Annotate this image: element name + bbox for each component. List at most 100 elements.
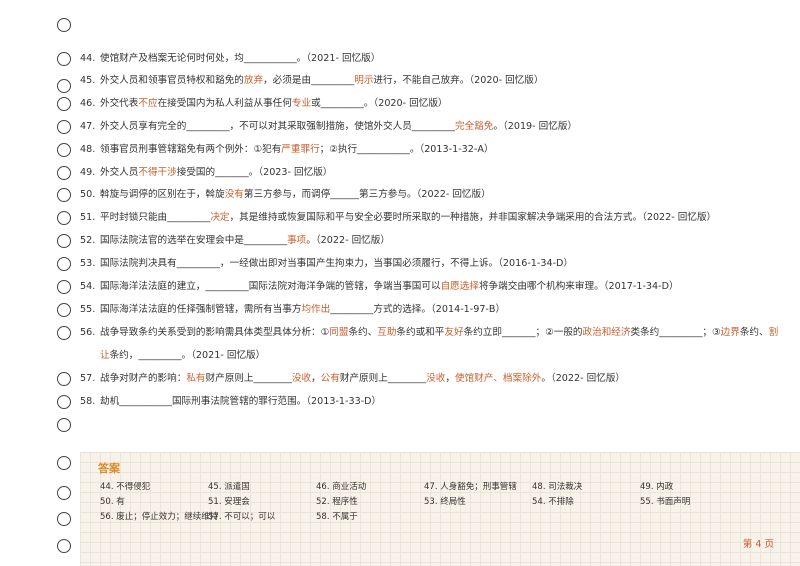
question-text: ， <box>445 373 455 384</box>
answer-item: 49. 内政 <box>640 482 674 492</box>
answer-item: 46. 商业活动 <box>316 482 367 492</box>
question-text: 。（2019- 回忆版） <box>493 121 578 132</box>
question-number: 45. <box>80 75 96 86</box>
answer-item: 50. 有 <box>100 497 125 507</box>
question-text: 外交人员享有完全的_________，不可以对其采取强制措施，使馆外交人员___… <box>100 121 455 132</box>
answer-item: 51. 安理会 <box>208 497 250 507</box>
question-text: 没收 <box>426 373 446 384</box>
radio-circle <box>57 512 71 526</box>
question: 53. 国际法院判决具有_________，一经做出即对当事国产生拘束力，当事国必… <box>80 252 780 275</box>
question-text: 同盟 <box>329 327 349 338</box>
question-text: _________方式的选择。（2014-1-97-B） <box>330 304 506 315</box>
question: 50. 斡旋与调停的区别在于，斡旋没有第三方参与，而调停______第三方参与。（… <box>80 183 780 206</box>
answer-item: 47. 人身豁免；刑事管辖 <box>424 482 517 492</box>
answer-item: 44. 不得侵犯 <box>100 482 151 492</box>
question-text: ；②执行___________。（2013-1-32-A） <box>319 144 494 155</box>
question-text: 劫机___________国际刑事法院管辖的罪行范围。（2013-1-33-D） <box>100 396 382 407</box>
answer-title: 答案 <box>98 462 120 475</box>
question: 46. 外交代表不应在接受国内为私人利益从事任何专业或_________。（202… <box>80 92 780 115</box>
question: 44. 使馆财产及档案无论何时何处，均___________。（2021- 回忆版… <box>80 47 780 70</box>
answer-item: 48. 司法裁决 <box>532 482 583 492</box>
question-text: 完全豁免 <box>454 121 494 132</box>
question-text: 不得干涉 <box>138 167 177 178</box>
question-number: 54. <box>80 281 96 292</box>
question-text: 使馆财产、档案除外 <box>454 373 542 384</box>
question: 52. 国际法院法官的选举在安理会中是_________事项。（2022- 回忆版… <box>80 229 780 252</box>
question-text: 割让 <box>100 327 779 361</box>
question-text: 国际海洋法法庭的建立，_________国际法院对海洋争端的管辖，争端当事国可以 <box>100 281 441 292</box>
question-text: 条约、 <box>348 327 378 338</box>
question-text: 进行，不能自己放弃。（2020- 回忆版） <box>373 75 544 86</box>
question-text: 外交代表 <box>100 98 139 109</box>
question-text: 战争对财产的影响： <box>100 373 187 384</box>
question-number: 46. <box>80 98 96 109</box>
question-text: 互助 <box>377 327 397 338</box>
answer-item: 56. 废止；停止效力；继续维持 <box>100 512 219 522</box>
question-text: 外交人员和领事官员特权和豁免的 <box>100 75 244 86</box>
answer-item: 54. 不排除 <box>532 497 574 507</box>
question-text: 明示 <box>354 75 374 86</box>
question-text: 使馆财产及档案无论何时何处，均___________。（2021- 回忆版） <box>100 53 381 64</box>
radio-circle <box>57 120 71 134</box>
question: 58. 劫机___________国际刑事法院管辖的罪行范围。（2013-1-33… <box>80 390 780 413</box>
question-number: 56. <box>80 327 96 338</box>
question-text: 第三方参与，而调停______第三方参与。（2022- 回忆版） <box>243 189 491 200</box>
question-text: 条约立即_______；②一般的 <box>463 327 583 338</box>
radio-circle <box>57 52 71 66</box>
question-text: 事项 <box>287 235 307 246</box>
radio-circle <box>57 79 71 93</box>
radio-circle <box>57 280 71 294</box>
radio-circle <box>57 539 71 553</box>
question-text: 边界 <box>720 327 740 338</box>
question-text: 平时封锁只能由_________ <box>100 212 211 223</box>
question-number: 57. <box>80 373 96 384</box>
question-text: 财产原则上________ <box>205 373 292 384</box>
radio-circle <box>57 418 71 432</box>
question-number: 55. <box>80 304 96 315</box>
question-number: 50. <box>80 189 96 200</box>
radio-circle <box>57 166 71 180</box>
radio-circle <box>57 188 71 202</box>
question: 56. 战争导致条约关系受到的影响需具体类型具体分析：①同盟条约、互助条约或和平友… <box>80 321 780 367</box>
question-text: 决定 <box>210 212 230 223</box>
question-text: 政治和经济 <box>582 327 631 338</box>
question-number: 44. <box>80 53 96 64</box>
question-text: 没收 <box>291 373 312 384</box>
question: 55. 国际海洋法法庭的任择强制管辖，需所有当事方均作出_________方式的选… <box>80 298 780 321</box>
radio-circle <box>57 97 71 111</box>
question-number: 48. <box>80 144 96 155</box>
answer-item: 53. 终局性 <box>424 497 466 507</box>
question-text: 放弃 <box>243 75 264 86</box>
radio-circle <box>57 257 71 271</box>
answer-box: 答案 44. 不得侵犯 45. 派遣国 46. 商业活动 47. 人身豁免；刑事管辖 4… <box>80 452 800 566</box>
question-text: 严重罪行 <box>281 144 320 155</box>
question-number: 47. <box>80 121 96 132</box>
question-text: ， <box>311 373 321 384</box>
question-text: 没有 <box>224 189 244 200</box>
question-text: 专业 <box>291 98 312 109</box>
answer-item: 58. 不属于 <box>316 512 358 522</box>
question: 49. 外交人员不得干涉接受国的_______。（2023- 回忆版） <box>80 161 780 184</box>
question-number: 49. <box>80 167 96 178</box>
page-number: 第 4 页 <box>742 539 774 550</box>
question-text: 自愿选择 <box>440 281 479 292</box>
question-number: 58. <box>80 396 96 407</box>
question: 48. 领事官员刑事管辖豁免有两个例外：①犯有严重罪行；②执行__________… <box>80 138 780 161</box>
question-text: 均作出 <box>301 304 331 315</box>
question: 47. 外交人员享有完全的_________，不可以对其采取强制措施，使馆外交人员… <box>80 115 780 138</box>
question-number: 51. <box>80 212 96 223</box>
question-text: 斡旋与调停的区别在于，斡旋 <box>100 189 225 200</box>
question-text: 将争端交由哪个机构来审理。（2017-1-34-D） <box>478 281 679 292</box>
question-text: 财产原则上________ <box>339 373 427 384</box>
question-text: 。（2022- 回忆版） <box>541 373 626 384</box>
question-number: 53. <box>80 258 96 269</box>
answer-item: 52. 程序性 <box>316 497 358 507</box>
question: 45. 外交人员和领事官员特权和豁免的放弃，必须是由_________明示进行，不… <box>80 69 780 92</box>
radio-circle <box>57 326 71 340</box>
question-text: 国际海洋法法庭的任择强制管辖，需所有当事方 <box>100 304 302 315</box>
question-text: 不应 <box>138 98 158 109</box>
radio-circle <box>57 486 71 500</box>
question-text: 或_________。（2020- 回忆版） <box>311 98 448 109</box>
question-text: ，必须是由_________ <box>263 75 355 86</box>
